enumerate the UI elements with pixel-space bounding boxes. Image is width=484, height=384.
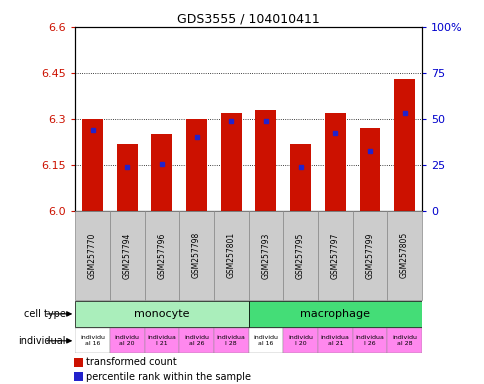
FancyBboxPatch shape	[109, 211, 144, 300]
Bar	[324, 113, 345, 211]
Bar	[151, 134, 172, 211]
FancyBboxPatch shape	[283, 211, 318, 300]
Bar	[74, 372, 83, 381]
Text: individua
al 21: individua al 21	[320, 335, 349, 346]
FancyBboxPatch shape	[352, 211, 386, 300]
Text: GSM257793: GSM257793	[261, 232, 270, 278]
FancyBboxPatch shape	[213, 328, 248, 353]
Text: transformed count: transformed count	[86, 358, 177, 367]
FancyBboxPatch shape	[283, 328, 318, 353]
FancyBboxPatch shape	[75, 301, 248, 327]
Text: percentile rank within the sample: percentile rank within the sample	[86, 372, 251, 382]
Text: GSM257794: GSM257794	[122, 232, 132, 278]
Text: individua
l 21: individua l 21	[147, 335, 176, 346]
FancyBboxPatch shape	[248, 211, 283, 300]
FancyBboxPatch shape	[75, 328, 109, 353]
Text: GSM257799: GSM257799	[364, 232, 374, 278]
FancyBboxPatch shape	[248, 301, 421, 327]
Text: individu
al 16: individu al 16	[80, 335, 105, 346]
FancyBboxPatch shape	[179, 328, 213, 353]
Text: GSM257797: GSM257797	[330, 232, 339, 278]
Bar	[393, 79, 414, 211]
FancyBboxPatch shape	[386, 328, 421, 353]
Bar	[74, 358, 83, 367]
Text: GSM257801: GSM257801	[226, 232, 235, 278]
Text: cell type: cell type	[24, 309, 65, 319]
Text: GSM257796: GSM257796	[157, 232, 166, 278]
Bar	[255, 110, 276, 211]
FancyBboxPatch shape	[109, 328, 144, 353]
FancyBboxPatch shape	[144, 328, 179, 353]
Text: monocyte: monocyte	[134, 309, 189, 319]
Bar	[220, 113, 241, 211]
FancyBboxPatch shape	[352, 328, 386, 353]
Text: GSM257795: GSM257795	[295, 232, 304, 278]
FancyBboxPatch shape	[318, 328, 352, 353]
Title: GDS3555 / 104010411: GDS3555 / 104010411	[177, 13, 319, 26]
Text: GSM257798: GSM257798	[192, 232, 201, 278]
Text: individua
l 28: individua l 28	[216, 335, 245, 346]
Text: individu
al 16: individu al 16	[253, 335, 278, 346]
FancyBboxPatch shape	[386, 211, 421, 300]
Text: individua
l 26: individua l 26	[355, 335, 384, 346]
Text: individu
l 20: individu l 20	[287, 335, 313, 346]
FancyBboxPatch shape	[318, 211, 352, 300]
FancyBboxPatch shape	[179, 211, 213, 300]
Bar	[359, 128, 379, 211]
Bar	[82, 119, 103, 211]
FancyBboxPatch shape	[144, 211, 179, 300]
Bar	[289, 144, 310, 211]
Text: individual: individual	[18, 336, 65, 346]
Text: individu
al 28: individu al 28	[391, 335, 416, 346]
Text: individu
al 26: individu al 26	[183, 335, 209, 346]
Text: GSM257770: GSM257770	[88, 232, 97, 278]
Bar	[186, 119, 207, 211]
Text: GSM257805: GSM257805	[399, 232, 408, 278]
FancyBboxPatch shape	[248, 328, 283, 353]
FancyBboxPatch shape	[75, 211, 109, 300]
Text: individu
al 20: individu al 20	[114, 335, 139, 346]
FancyBboxPatch shape	[213, 211, 248, 300]
Text: macrophage: macrophage	[300, 309, 369, 319]
Bar	[117, 144, 137, 211]
